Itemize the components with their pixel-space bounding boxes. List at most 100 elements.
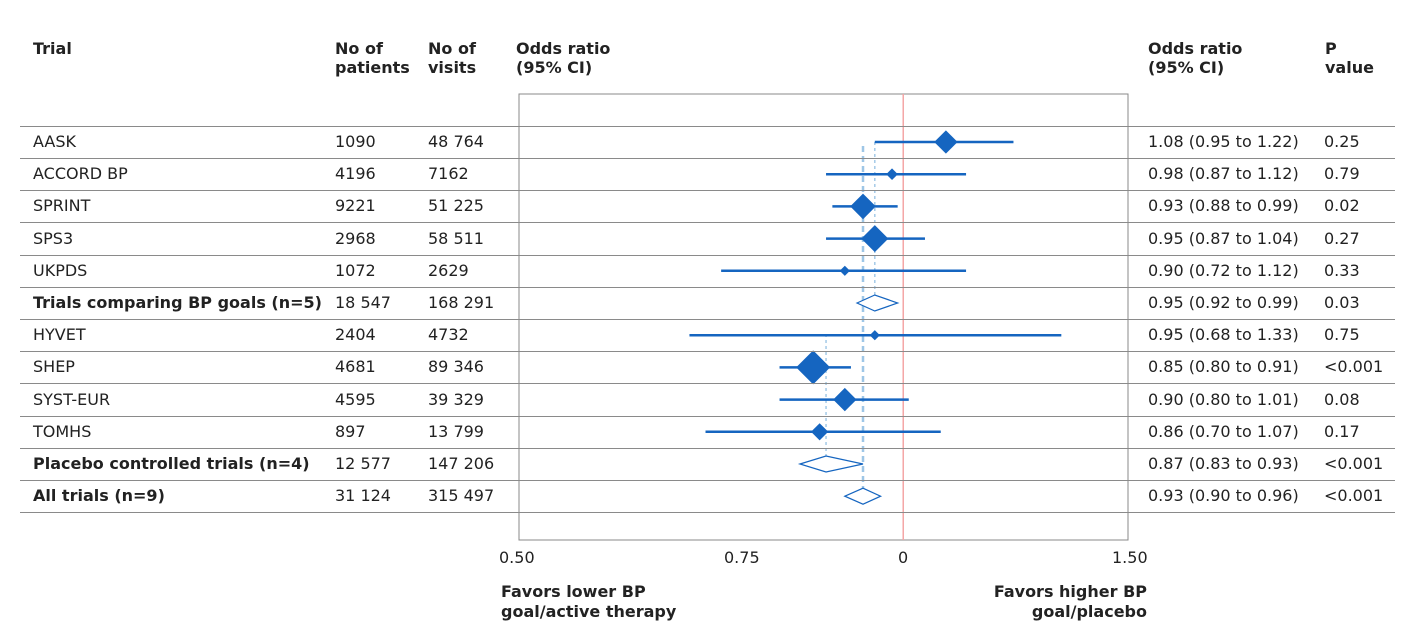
odds-ratio-ci: 0.87 (0.83 to 0.93) bbox=[1148, 454, 1299, 473]
odds-ratio-ci: 0.95 (0.87 to 1.04) bbox=[1148, 228, 1299, 248]
odds-ratio-ci: 0.86 (0.70 to 1.07) bbox=[1148, 421, 1299, 441]
p-value: 0.17 bbox=[1324, 421, 1360, 441]
p-value: <0.001 bbox=[1324, 357, 1384, 377]
header-patients-line2: patients bbox=[335, 58, 410, 77]
plot-panel bbox=[518, 93, 1129, 541]
favors-left-label: Favors lower BP goal/active therapy bbox=[501, 582, 676, 622]
pooled-diamond bbox=[843, 487, 883, 505]
point-estimate-marker bbox=[811, 423, 829, 441]
p-value: 0.79 bbox=[1324, 164, 1360, 184]
tick-label-0-50: 0.50 bbox=[499, 548, 535, 567]
header-trial: Trial bbox=[33, 39, 72, 58]
row-rule bbox=[20, 416, 1395, 417]
p-value: 0.25 bbox=[1324, 132, 1360, 151]
p-value: 0.33 bbox=[1324, 260, 1360, 280]
header-or-right-line2: (95% CI) bbox=[1148, 58, 1225, 77]
header-patients-line1: No of bbox=[335, 39, 383, 58]
pooled-diamond bbox=[855, 294, 900, 312]
visits-count: 58 511 bbox=[428, 228, 484, 248]
p-value: <0.001 bbox=[1324, 454, 1384, 473]
visits-count: 7162 bbox=[428, 164, 469, 184]
tick-label-null: 0 bbox=[898, 548, 909, 567]
odds-ratio-ci: 0.93 (0.90 to 0.96) bbox=[1148, 486, 1299, 506]
row-rule bbox=[20, 448, 1395, 449]
trial-name: UKPDS bbox=[33, 260, 88, 280]
header-visits-line1: No of bbox=[428, 39, 476, 58]
row-rule bbox=[20, 383, 1395, 384]
favors-right-line1: Favors higher BP bbox=[993, 582, 1147, 601]
odds-ratio-ci: 0.93 (0.88 to 0.99) bbox=[1148, 196, 1299, 216]
row-rule bbox=[20, 222, 1395, 223]
row-rule bbox=[20, 480, 1395, 481]
header-visits-line2: visits bbox=[428, 58, 477, 77]
odds-ratio-ci: 0.85 (0.80 to 0.91) bbox=[1148, 357, 1299, 377]
trial-name: SYST-EUR bbox=[33, 389, 111, 409]
patients-count: 18 547 bbox=[335, 293, 391, 312]
odds-ratio-ci: 0.90 (0.72 to 1.12) bbox=[1148, 260, 1299, 280]
point-estimate-marker bbox=[861, 225, 889, 253]
patients-count: 2404 bbox=[335, 325, 376, 345]
patients-count: 31 124 bbox=[335, 486, 391, 506]
header-patients: No of patients bbox=[335, 39, 410, 77]
trial-name: All trials (n=9) bbox=[33, 486, 165, 506]
visits-count: 168 291 bbox=[428, 293, 495, 312]
row-rule bbox=[20, 126, 1395, 127]
pooled-diamond bbox=[797, 455, 864, 473]
row-rule bbox=[20, 190, 1395, 191]
header-trial-text: Trial bbox=[33, 39, 72, 58]
point-estimate-marker bbox=[934, 130, 958, 154]
header-or-right-line1: Odds ratio bbox=[1148, 39, 1243, 58]
trial-name: ACCORD BP bbox=[33, 164, 128, 184]
p-value: <0.001 bbox=[1324, 486, 1384, 506]
favors-left-line1: Favors lower BP bbox=[501, 582, 646, 601]
visits-count: 51 225 bbox=[428, 196, 484, 216]
patients-count: 4595 bbox=[335, 389, 376, 409]
patients-count: 4196 bbox=[335, 164, 376, 184]
row-rule bbox=[20, 287, 1395, 288]
header-pvalue: P value bbox=[1325, 39, 1374, 77]
trial-name: SHEP bbox=[33, 357, 75, 377]
patients-count: 4681 bbox=[335, 357, 376, 377]
visits-count: 4732 bbox=[428, 325, 469, 345]
visits-count: 147 206 bbox=[428, 454, 495, 473]
visits-count: 315 497 bbox=[428, 486, 495, 506]
odds-ratio-ci: 0.98 (0.87 to 1.12) bbox=[1148, 164, 1299, 184]
favors-right-label: Favors higher BP goal/placebo bbox=[994, 582, 1147, 622]
patients-count: 1090 bbox=[335, 132, 376, 151]
trial-name: TOMHS bbox=[33, 421, 92, 441]
point-estimate-marker bbox=[839, 265, 850, 276]
row-rule bbox=[20, 319, 1395, 320]
favors-left-line2: goal/active therapy bbox=[501, 602, 677, 621]
p-value: 0.27 bbox=[1324, 228, 1360, 248]
patients-count: 9221 bbox=[335, 196, 376, 216]
odds-ratio-ci: 0.95 (0.68 to 1.33) bbox=[1148, 325, 1299, 345]
row-rule bbox=[20, 512, 1395, 513]
patients-count: 12 577 bbox=[335, 454, 391, 473]
p-value: 0.02 bbox=[1324, 196, 1360, 216]
tick-label-1-50: 1.50 bbox=[1112, 548, 1148, 567]
header-or-left-line2: (95% CI) bbox=[516, 58, 593, 77]
patients-count: 2968 bbox=[335, 228, 376, 248]
p-value: 0.03 bbox=[1324, 293, 1360, 312]
trial-name: Trials comparing BP goals (n=5) bbox=[33, 293, 322, 312]
point-estimate-marker bbox=[886, 168, 898, 180]
header-visits: No of visits bbox=[428, 39, 476, 77]
row-rule bbox=[20, 255, 1395, 256]
row-rule bbox=[20, 351, 1395, 352]
point-estimate-marker bbox=[796, 350, 831, 385]
point-estimate-marker bbox=[850, 193, 876, 220]
visits-count: 48 764 bbox=[428, 132, 484, 151]
patients-count: 897 bbox=[335, 421, 366, 441]
point-estimate-marker bbox=[833, 387, 857, 412]
favors-right-line2: goal/placebo bbox=[1031, 602, 1147, 621]
visits-count: 2629 bbox=[428, 260, 469, 280]
header-or-left: Odds ratio (95% CI) bbox=[516, 39, 610, 77]
row-rule bbox=[20, 158, 1395, 159]
visits-count: 89 346 bbox=[428, 357, 484, 377]
trial-name: HYVET bbox=[33, 325, 86, 345]
trial-name: Placebo controlled trials (n=4) bbox=[33, 454, 310, 473]
trial-name: AASK bbox=[33, 132, 76, 151]
tick-label-0-75: 0.75 bbox=[724, 548, 760, 567]
odds-ratio-ci: 0.90 (0.80 to 1.01) bbox=[1148, 389, 1299, 409]
